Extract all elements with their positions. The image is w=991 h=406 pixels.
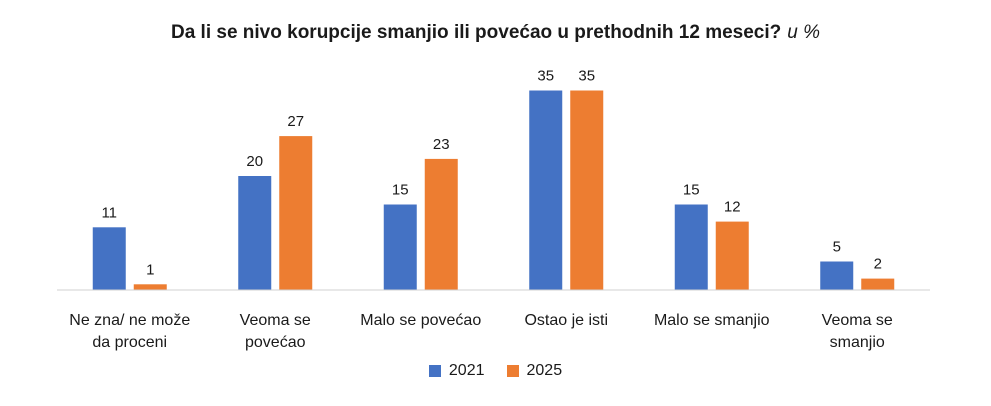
bar-2021-1 bbox=[238, 176, 272, 290]
chart-title-text: Da li se nivo korupcije smanjio ili pove… bbox=[170, 22, 782, 43]
chart-title: Da li se nivo korupcije smanjio ili pove… bbox=[0, 22, 991, 44]
category-label-2-0: Malo se povećao bbox=[360, 312, 481, 329]
bar-2025-2 bbox=[424, 158, 458, 290]
legend-item-2025: 2025 bbox=[506, 362, 563, 380]
legend: 2021 2025 bbox=[0, 362, 991, 380]
data-label-2021-4: 15 bbox=[683, 182, 700, 199]
bar-2025-5 bbox=[861, 278, 895, 290]
chart-title-unit: u % bbox=[787, 22, 821, 43]
category-label-1-0: Veoma se bbox=[240, 312, 311, 329]
legend-swatch-2025 bbox=[506, 365, 519, 377]
category-label-0-1: da proceni bbox=[92, 334, 167, 351]
data-label-2025-3: 35 bbox=[578, 68, 595, 85]
category-label-4-0: Malo se smanjio bbox=[654, 312, 770, 329]
bar-2025-1 bbox=[279, 136, 313, 290]
data-label-2025-4: 12 bbox=[724, 199, 741, 216]
category-label-5-1: smanjio bbox=[830, 334, 885, 351]
category-label-5-0: Veoma se bbox=[822, 312, 893, 329]
data-label-2025-0: 1 bbox=[146, 261, 154, 278]
data-label-2025-5: 2 bbox=[874, 256, 882, 273]
category-label-3-0: Ostao je isti bbox=[524, 312, 608, 329]
bar-2025-4 bbox=[715, 221, 749, 290]
data-label-2021-5: 5 bbox=[833, 239, 841, 256]
bar-2025-0 bbox=[133, 284, 167, 290]
legend-label-2025: 2025 bbox=[526, 362, 563, 379]
legend-label-2021: 2021 bbox=[448, 362, 485, 379]
data-label-2021-3: 35 bbox=[537, 68, 554, 85]
bar-2021-0 bbox=[92, 227, 126, 290]
bar-2021-4 bbox=[674, 204, 708, 290]
category-label-1-1: povećao bbox=[245, 334, 306, 351]
legend-item-2021: 2021 bbox=[428, 362, 485, 380]
data-label-2021-0: 11 bbox=[101, 204, 117, 221]
bar-2021-3 bbox=[529, 90, 563, 290]
category-label-0-0: Ne zna/ ne može bbox=[69, 312, 190, 329]
data-label-2025-2: 23 bbox=[433, 136, 450, 153]
data-label-2025-1: 27 bbox=[287, 113, 304, 130]
bar-2021-2 bbox=[383, 204, 417, 290]
bar-2025-3 bbox=[570, 90, 604, 290]
data-label-2021-2: 15 bbox=[392, 182, 409, 199]
bar-2021-5 bbox=[820, 261, 854, 290]
legend-swatch-2021 bbox=[428, 365, 441, 377]
data-label-2021-1: 20 bbox=[246, 153, 263, 170]
